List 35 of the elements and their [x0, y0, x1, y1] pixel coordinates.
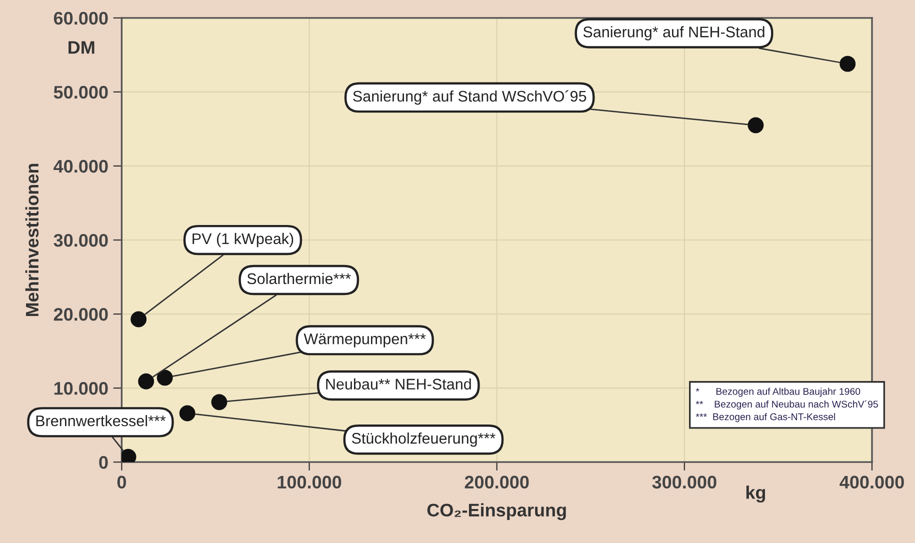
- annotation: Brennwertkessel***: [36, 415, 166, 426]
- annotation: Neubau** NEH-Stand: [326, 378, 471, 390]
- y-tick-label: 60.000: [54, 12, 108, 25]
- y-tick-label: 10.000: [54, 382, 108, 395]
- x-tick-label: 100.000: [278, 476, 342, 489]
- point: [122, 448, 136, 462]
- annotation: PV (1 kWpeak): [192, 232, 294, 248]
- y-tick-label: 50.000: [54, 86, 108, 99]
- point: [156, 370, 173, 386]
- x-tick-label: 300.000: [652, 476, 716, 489]
- point: [130, 311, 147, 328]
- y-tick-label: 30.000: [54, 234, 108, 247]
- y-axis-title: Mehrinvestitionen: [25, 164, 39, 316]
- point: [179, 405, 196, 422]
- x-axis-title: CO₂-Einsparung: [427, 503, 566, 520]
- x-tick-label: 400.000: [840, 476, 904, 489]
- annotation: Wärmepumpen***: [304, 334, 426, 348]
- y-tick-label: 40.000: [54, 160, 108, 173]
- annotation: Sanierung* auf Stand WSchVO´95: [353, 90, 586, 105]
- annotation: ** Bezogen auf Neubau nach WSchV´95: [696, 400, 878, 410]
- text: kg: [746, 486, 766, 503]
- point: [138, 373, 154, 390]
- annotation: *** Bezogen auf Gas-NT-Kessel: [696, 413, 835, 422]
- point: [840, 56, 856, 72]
- y-tick-label: 20.000: [54, 308, 108, 321]
- annotation: Sanierung* auf NEH-Stand: [583, 26, 764, 40]
- annotation: Solarthermie***: [247, 272, 351, 284]
- annotation: Stückholzfeuerung***: [352, 432, 496, 447]
- text: DM: [68, 41, 94, 54]
- point: [211, 394, 228, 410]
- x-tick-label: 200.000: [464, 476, 529, 489]
- x-tick-label: 0: [117, 476, 126, 489]
- annotation: * Bezogen auf Altbau Baujahr 1960: [696, 388, 860, 397]
- point: [748, 117, 764, 134]
- y-tick-label: 0: [99, 456, 108, 469]
